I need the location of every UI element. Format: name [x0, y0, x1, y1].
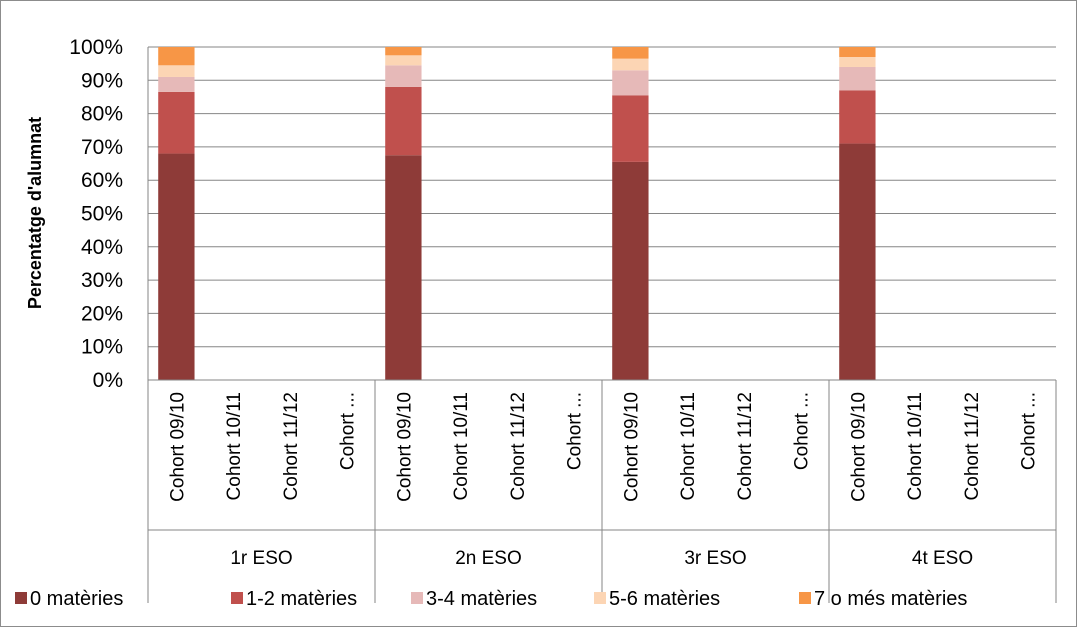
category-labels: Cohort 09/10 Cohort 10/11 Cohort 11/12 Coho… — [167, 392, 1039, 569]
y-tick-label: 50% — [81, 203, 123, 226]
category-label: Cohort ... — [792, 392, 813, 470]
legend-label: 7 o més matèries — [814, 588, 967, 610]
bar-segment — [385, 47, 422, 56]
bar-segment — [385, 55, 422, 66]
category-label: Cohort ... — [338, 392, 359, 470]
category-label: Cohort 10/11 — [451, 392, 472, 500]
bar-segment — [385, 86, 422, 156]
legend-swatch — [15, 592, 27, 604]
category-label: Cohort 10/11 — [905, 392, 926, 500]
category-label: Cohort 09/10 — [848, 392, 869, 502]
bar-segment — [612, 58, 649, 71]
group-label: 1r ESO — [230, 548, 292, 569]
category-label: Cohort 10/11 — [224, 392, 245, 500]
bar-segment — [158, 76, 195, 92]
group-label: 3r ESO — [684, 548, 746, 569]
legend-label: 0 matèries — [30, 588, 123, 610]
bars — [158, 47, 876, 380]
legend-swatch — [411, 592, 423, 604]
category-label: Cohort ... — [565, 392, 586, 470]
category-label: Cohort 11/12 — [735, 392, 756, 500]
bar-segment — [158, 91, 195, 154]
category-label: Cohort 09/10 — [394, 392, 415, 502]
y-tick-label: 90% — [81, 69, 123, 92]
axes — [147, 47, 1057, 603]
category-label: Cohort ... — [1019, 392, 1040, 470]
bar-segment — [612, 95, 649, 162]
gridlines — [148, 46, 1056, 348]
category-label: Cohort 11/12 — [962, 392, 983, 500]
legend-label: 3-4 matèries — [426, 588, 537, 610]
y-tick-label: 80% — [81, 103, 123, 126]
y-tick-label: 70% — [81, 136, 123, 159]
category-label: Cohort 10/11 — [678, 392, 699, 500]
bar-segment — [158, 153, 195, 380]
y-tick-label: 30% — [81, 269, 123, 292]
y-tick-label: 20% — [81, 302, 123, 325]
bar-segment — [839, 56, 876, 67]
bar-segment — [839, 143, 876, 380]
legend-label: 1-2 matèries — [246, 588, 357, 610]
bar-segment — [839, 90, 876, 144]
legend-swatch — [594, 592, 606, 604]
category-label: Cohort 11/12 — [508, 392, 529, 500]
category-label: Cohort 09/10 — [621, 392, 642, 502]
bar-segment — [385, 65, 422, 87]
y-tick-label: 40% — [81, 236, 123, 259]
bar-segment — [612, 47, 649, 59]
bar-segment — [158, 47, 195, 66]
bar-segment — [612, 161, 649, 380]
bar-segment — [839, 66, 876, 91]
legend-swatch — [799, 592, 811, 604]
legend-label: 5-6 matèries — [609, 588, 720, 610]
category-label: Cohort 11/12 — [281, 392, 302, 500]
group-label: 2n ESO — [455, 548, 522, 569]
legend-swatch — [231, 592, 243, 604]
bar-segment — [385, 155, 422, 380]
bar-segment — [158, 65, 195, 77]
y-axis-label: Percentatge d'alumnat — [25, 117, 45, 309]
bar-segment — [839, 47, 876, 57]
category-label: Cohort 09/10 — [167, 392, 188, 502]
y-tick-label: 100% — [69, 36, 123, 59]
group-label: 4t ESO — [912, 548, 973, 569]
legend: 0 matèries 1-2 matèries 3-4 matèries 5-6 ma… — [15, 588, 967, 610]
bar-segment — [612, 70, 649, 96]
y-tick-label: 0% — [93, 369, 123, 392]
y-tick-labels: 0% 10% 20% 30% 40% 50% 60% 70% 80% 90% 100% — [69, 36, 123, 392]
y-tick-label: 60% — [81, 169, 123, 192]
y-tick-label: 10% — [81, 336, 123, 359]
